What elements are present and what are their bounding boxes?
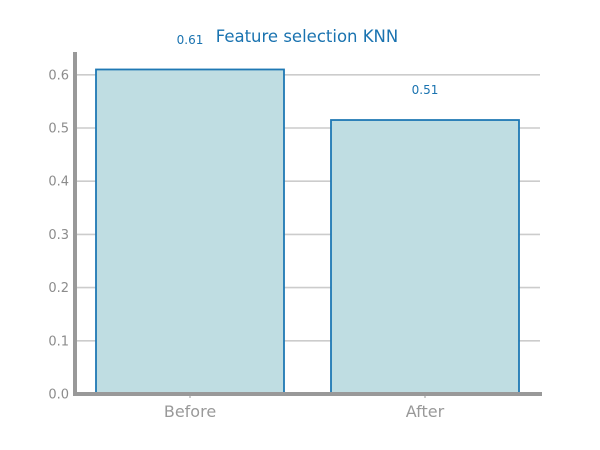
data-label: 0.51 [412,83,439,97]
labels: 0.0 0.1 0.2 0.3 0.4 0.5 0.6 Before 0.61 After 0.51 [48,33,444,421]
y-tick-label: 0.0 [48,388,69,403]
y-tick-label: 0.2 [48,281,69,296]
bars [95,68,520,395]
x-tick-label: Before [164,402,216,421]
y-tick-label: 0.6 [48,68,69,83]
x-tick-label: After [406,402,445,421]
y-tick-label: 0.4 [48,175,69,190]
y-tick-label: 0.3 [48,228,69,243]
bar-after [330,119,520,395]
bar-before [95,68,285,395]
y-tick-label: 0.1 [48,334,69,349]
data-label: 0.61 [177,33,204,47]
chart-title: Feature selection KNN [216,27,399,46]
y-tick-label: 0.5 [48,122,69,137]
axes [73,52,542,398]
